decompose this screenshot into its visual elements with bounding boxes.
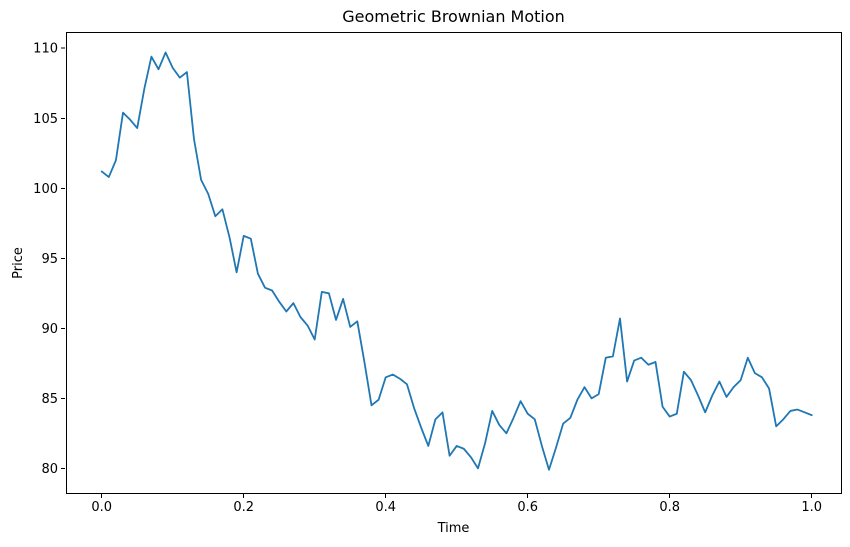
x-tick-label: 0.8 [659, 500, 680, 515]
y-tick-label: 80 [41, 462, 58, 477]
y-tick-label: 105 [33, 112, 58, 127]
plot-border [66, 32, 842, 494]
x-tick-label: 0.0 [91, 500, 112, 515]
y-tick-label: 90 [41, 322, 58, 337]
price-line [100, 51, 813, 471]
y-tick-label: 95 [41, 252, 58, 267]
y-tick-label: 100 [33, 182, 58, 197]
x-axis-label: Time [437, 521, 470, 536]
x-tick-label: 0.6 [517, 500, 538, 515]
chart-title: Geometric Brownian Motion [342, 7, 565, 26]
y-tick-label: 110 [33, 42, 58, 57]
x-tick-label: 0.2 [233, 500, 254, 515]
x-tick-label: 1.0 [801, 500, 822, 515]
y-tick-label: 85 [41, 392, 58, 407]
x-tick-label: 0.4 [375, 500, 396, 515]
